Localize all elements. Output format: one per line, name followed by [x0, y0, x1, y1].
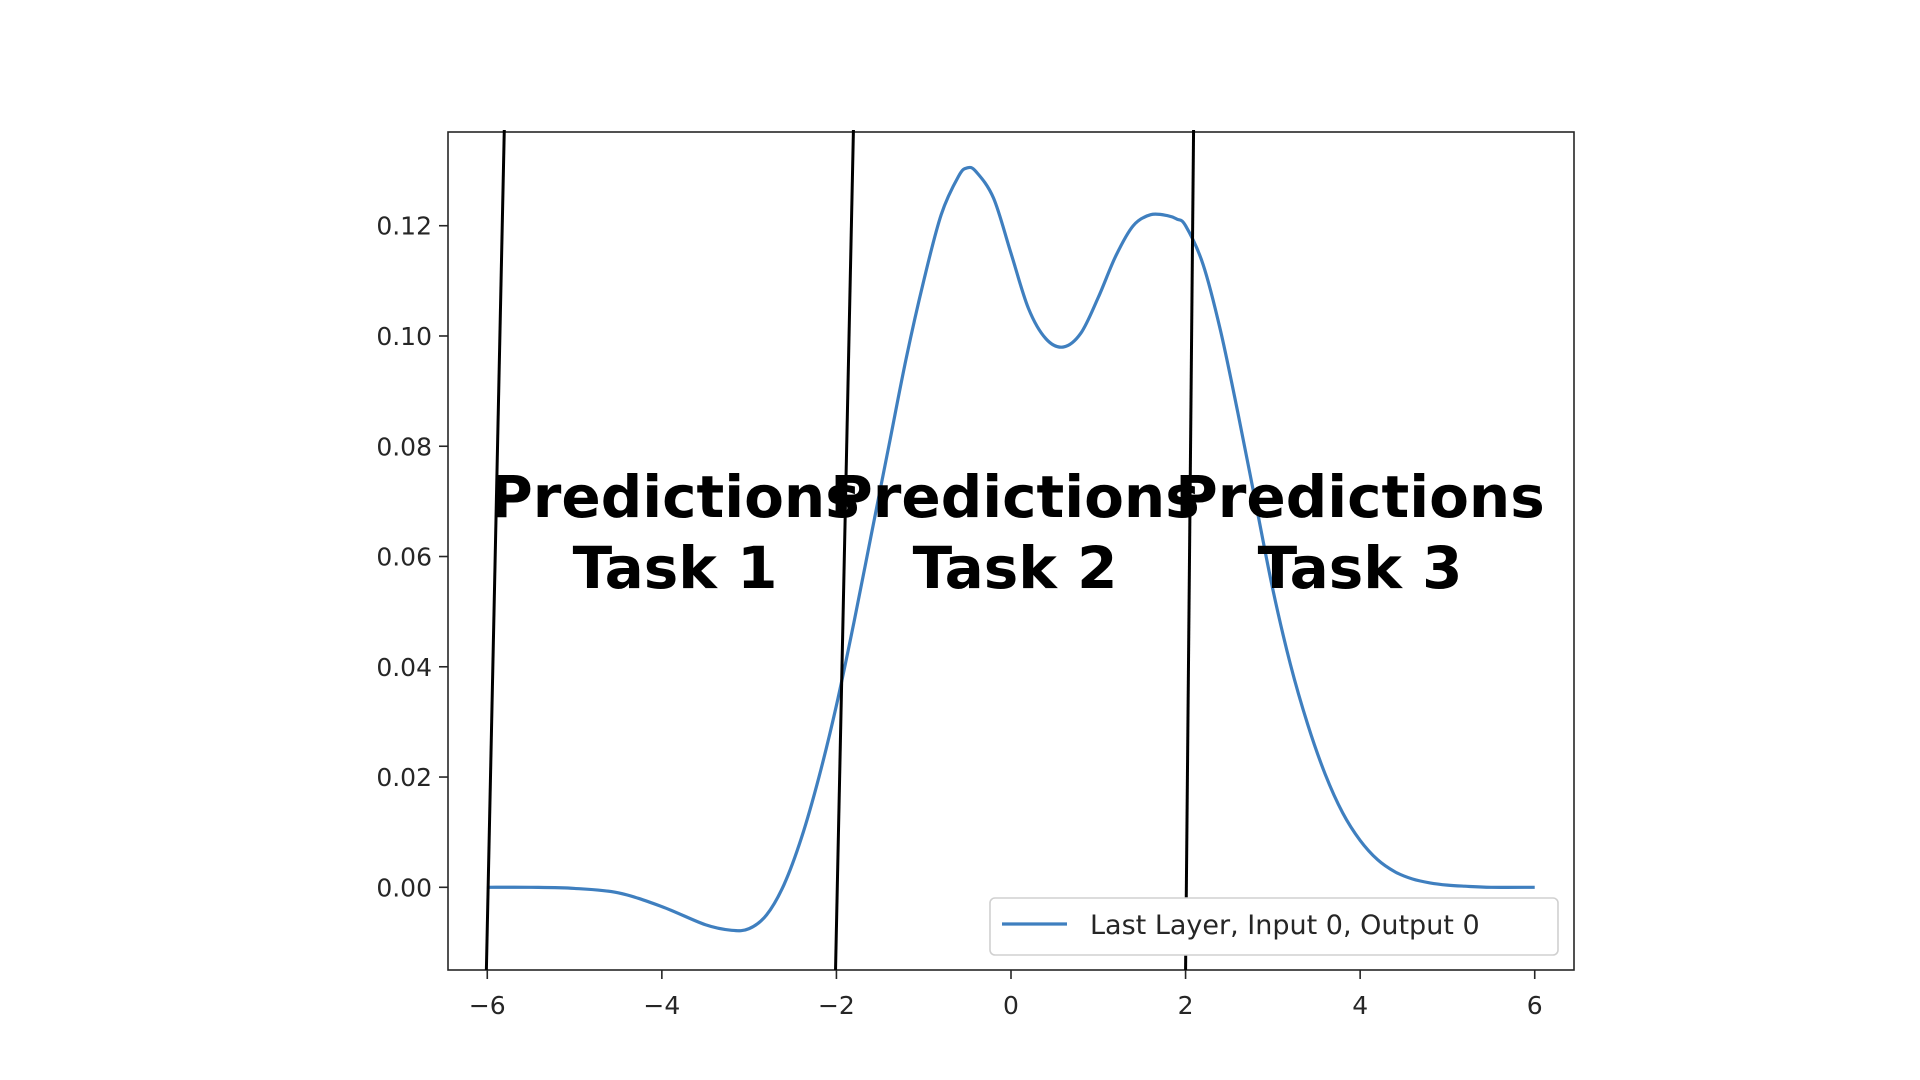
x-tick-label: 2	[1178, 991, 1194, 1020]
y-tick-label: 0.02	[376, 763, 432, 792]
series-line-last-layer	[487, 165, 1535, 933]
task-boundary-line	[484, 129, 506, 971]
annotation-task-3-line1: Predictions	[1175, 463, 1545, 531]
legend: Last Layer, Input 0, Output 0	[989, 897, 1559, 956]
y-tick-label: 0.12	[376, 212, 432, 241]
x-tick-label: 6	[1527, 991, 1543, 1020]
annotation-task-1-line2: Task 1	[573, 534, 778, 602]
y-tick-label: 0.04	[376, 653, 432, 682]
x-tick-label: 4	[1352, 991, 1368, 1020]
x-tick-label: −4	[643, 991, 680, 1020]
legend-box	[989, 897, 1559, 956]
y-tick-label: 0.06	[376, 543, 432, 572]
annotation-task-2: Predictions Task 2	[830, 463, 1200, 602]
annotation-task-3-line2: Task 3	[1258, 534, 1463, 602]
annotation-task-1-line1: Predictions	[490, 463, 860, 531]
legend-label: Last Layer, Input 0, Output 0	[1090, 910, 1480, 941]
x-tick-label: −6	[469, 991, 506, 1020]
x-tick-label: −2	[818, 991, 855, 1020]
task-boundary-lines	[484, 129, 1196, 971]
annotation-task-1: Predictions Task 1	[490, 463, 860, 602]
annotation-task-3: Predictions Task 3	[1175, 463, 1545, 602]
y-tick-label: 0.10	[376, 322, 432, 351]
task-boundary-line	[834, 129, 855, 971]
x-tick-label: 0	[1003, 991, 1019, 1020]
y-axis: 0.00 0.02 0.04 0.06 0.08 0.10 0.12	[376, 212, 448, 902]
task-boundary-line	[1184, 129, 1196, 971]
annotation-task-2-line2: Task 2	[913, 534, 1118, 602]
annotation-task-2-line1: Predictions	[830, 463, 1200, 531]
x-axis: −6 −4 −2 0 2 4 6	[469, 970, 1543, 1020]
y-tick-label: 0.00	[376, 873, 432, 902]
y-tick-label: 0.08	[376, 432, 432, 461]
